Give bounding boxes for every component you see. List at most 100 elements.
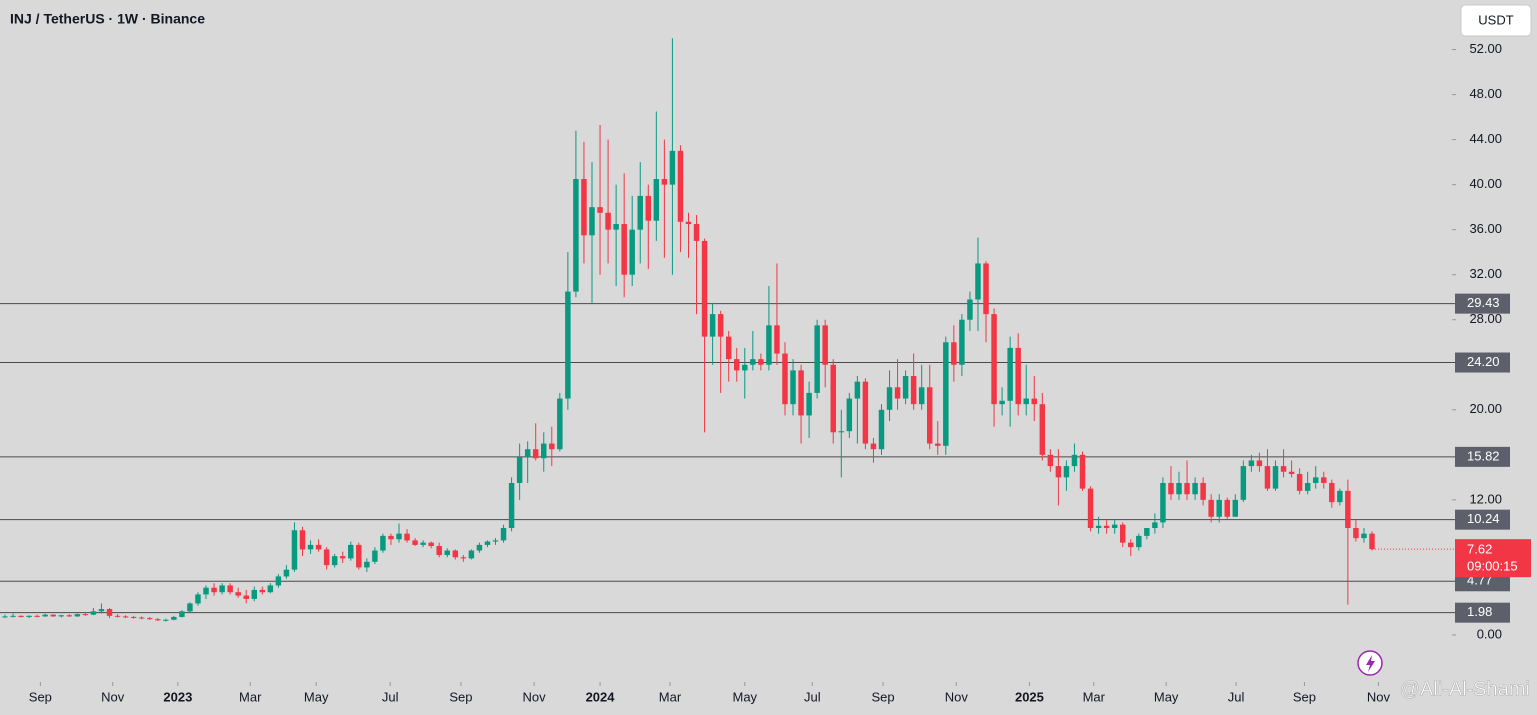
- candle-body: [1232, 499, 1239, 517]
- candle-body: [1071, 454, 1078, 467]
- candle-body: [122, 616, 129, 618]
- candle-body: [725, 336, 732, 360]
- currency-button[interactable]: [1460, 4, 1532, 37]
- candle-body: [862, 381, 869, 444]
- candle-body: [822, 325, 828, 365]
- candle-body: [605, 212, 611, 230]
- candle-body: [1103, 525, 1110, 529]
- candle-body: [1136, 535, 1142, 548]
- candle-body: [1337, 490, 1343, 503]
- y-tick-label: 52.00: [1469, 41, 1502, 56]
- candle-body: [508, 482, 515, 529]
- candle-body: [396, 533, 402, 540]
- candle-body: [846, 398, 853, 432]
- candle-body: [677, 150, 684, 222]
- currency-button-label[interactable]: USDT: [1478, 12, 1513, 27]
- candle-body: [66, 615, 73, 617]
- candle-body: [1264, 466, 1271, 489]
- candle-body: [187, 603, 193, 612]
- candle-body: [1345, 490, 1351, 529]
- candle-body: [1007, 347, 1013, 401]
- candle-body: [516, 457, 523, 483]
- candle-body: [420, 542, 426, 545]
- candle-body: [211, 587, 217, 593]
- candle-body: [1361, 533, 1367, 539]
- candle-body: [195, 594, 201, 604]
- candle-body: [541, 443, 547, 459]
- x-tick-label: Sep: [449, 689, 472, 704]
- candle-body: [935, 443, 941, 446]
- candle-body: [959, 319, 965, 365]
- candle-body: [693, 224, 700, 241]
- candle-body: [830, 364, 836, 433]
- candle-body: [774, 325, 780, 354]
- x-tick-label: Sep: [872, 689, 895, 704]
- candle-body: [1039, 404, 1046, 455]
- x-tick-label: May: [304, 689, 329, 704]
- candle-body: [1192, 482, 1198, 495]
- candle-body: [1272, 466, 1279, 489]
- candle-body: [50, 614, 56, 617]
- last-price-bg: [1455, 539, 1531, 578]
- candle-body: [1216, 499, 1222, 517]
- candle-body: [750, 359, 756, 365]
- x-tick-label: Nov: [101, 689, 125, 704]
- level-tag: 1.98: [1455, 602, 1510, 623]
- candle-body: [364, 561, 370, 568]
- candle-body: [1095, 525, 1102, 529]
- candle-body: [203, 587, 209, 595]
- candle-body: [967, 299, 973, 320]
- candle-body: [323, 549, 330, 566]
- plot-area: 0.00 12.00 20.00 28.00 32.00 36.00 40.00 44.00 4…: [0, 38, 1531, 704]
- x-tick-label: Mar: [239, 689, 262, 704]
- candle-body: [565, 291, 571, 399]
- candle-body: [557, 398, 563, 450]
- candle-body: [549, 443, 555, 450]
- candle-body: [484, 541, 491, 545]
- candle-body: [267, 585, 274, 593]
- watermark: @Ali-Al-Shami: [1400, 678, 1530, 700]
- candle-body: [645, 195, 652, 221]
- candle-body: [814, 325, 820, 393]
- candle-body: [251, 589, 257, 599]
- candle-body: [943, 342, 949, 446]
- candle-body: [1304, 482, 1311, 491]
- candle-body: [886, 387, 893, 410]
- candle-body: [243, 595, 249, 599]
- candle-body: [1047, 454, 1054, 467]
- candle-body: [130, 616, 137, 618]
- candle-body: [315, 544, 322, 550]
- candle-body: [951, 342, 957, 365]
- candle-body: [621, 224, 627, 275]
- candle-body: [74, 614, 81, 617]
- level-tag-bg: [1455, 446, 1510, 467]
- candle-body: [356, 544, 362, 568]
- candle-body: [910, 376, 917, 405]
- y-tick-label: 44.00: [1469, 131, 1502, 146]
- candle-body: [476, 544, 483, 551]
- candle-body: [701, 240, 708, 337]
- x-tick-label: Sep: [1293, 689, 1316, 704]
- candle-body: [838, 431, 845, 433]
- candle-body: [428, 542, 434, 547]
- candle-body: [42, 614, 48, 617]
- candle-body: [975, 263, 981, 300]
- candle-body: [492, 540, 499, 542]
- candle-body: [902, 376, 909, 399]
- candle-body: [235, 592, 241, 596]
- candle-body: [98, 609, 105, 612]
- y-tick-label: 20.00: [1469, 401, 1502, 416]
- candle-body: [10, 615, 16, 617]
- candle-body: [717, 314, 724, 337]
- x-tick-label: Jul: [382, 689, 399, 704]
- candle-body: [854, 381, 861, 399]
- candle-body: [348, 544, 354, 559]
- x-tick-label: Nov: [945, 689, 969, 704]
- candle-body: [734, 359, 740, 371]
- candle-body: [1144, 528, 1150, 536]
- level-tag-label: 15.82: [1467, 448, 1500, 463]
- candle-body: [1152, 522, 1158, 529]
- candle-body: [163, 619, 169, 621]
- countdown-label: 09:00:15: [1467, 559, 1518, 574]
